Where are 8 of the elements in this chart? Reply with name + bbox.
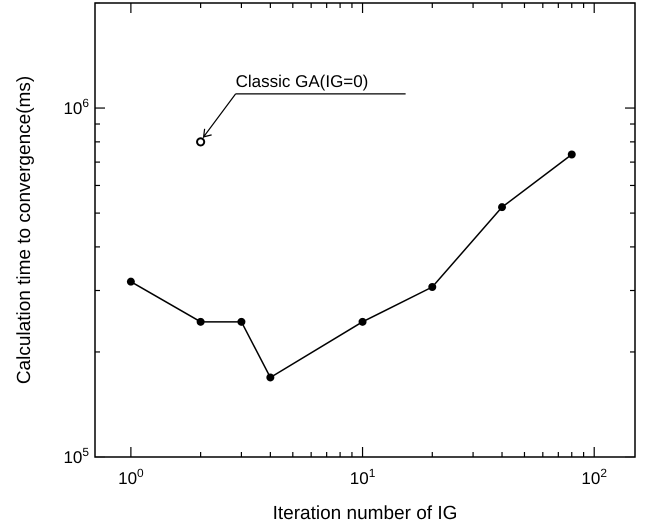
x-axis-title: Iteration number of IG — [272, 503, 458, 524]
y-tick-label: 10$^{5}$ — [63, 445, 90, 467]
x-tick-label: 10$^{2}$ — [581, 466, 608, 488]
annotation: Classic GA(IG=0) — [236, 72, 368, 91]
x-tick-label: 10$^{0}$ — [118, 466, 144, 488]
y-axis-title: Calculation time to convergence(ms) — [14, 76, 35, 384]
x-tick-label: 10$^{1}$ — [350, 466, 376, 488]
y-tick-label: 10$^{6}$ — [63, 96, 90, 118]
